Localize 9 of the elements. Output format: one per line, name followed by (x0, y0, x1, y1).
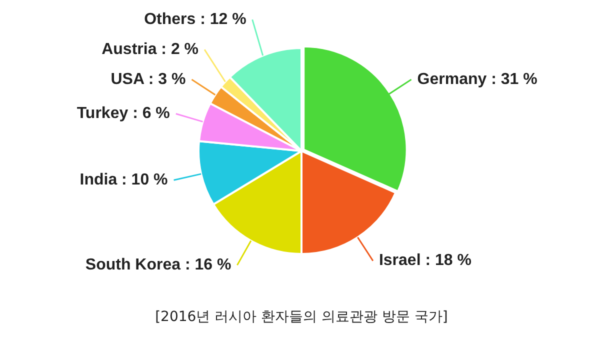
slice-label: Turkey : 6 % (76, 105, 170, 122)
slice-label: Germany : 31 % (417, 70, 538, 88)
slice-label: India : 10 % (80, 172, 168, 189)
slice-label: Austria : 2 % (102, 40, 199, 58)
slice-label: USA : 3 % (110, 70, 186, 88)
slice-label: South Korea : 16 % (85, 256, 232, 274)
slice-label: Others : 12 % (144, 10, 246, 28)
text: [2016년 러시아 환자들의 의료관광 방문 국가] (154, 308, 449, 326)
slice-label: Israel : 18 % (378, 252, 472, 270)
